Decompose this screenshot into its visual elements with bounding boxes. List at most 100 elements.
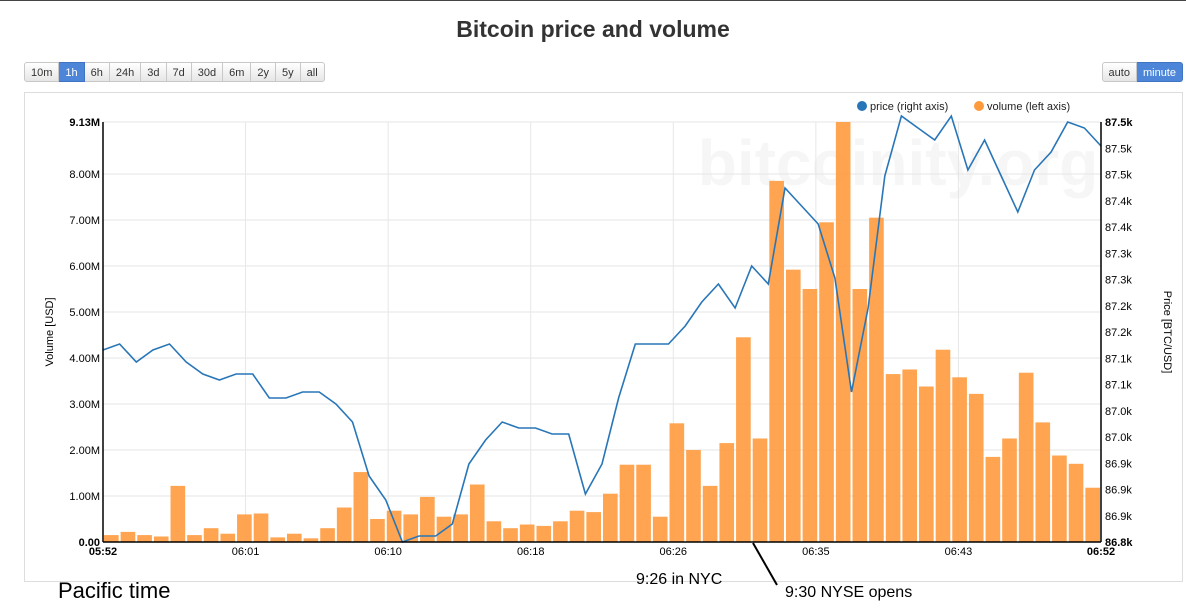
left-tick-label: 4.00M <box>69 353 100 365</box>
volume-bar <box>336 507 352 542</box>
volume-bar <box>536 525 552 542</box>
right-tick-label: 87.5k <box>1105 143 1132 155</box>
volume-bar <box>370 518 385 542</box>
button-1h[interactable]: 1h <box>59 62 85 82</box>
volume-bar <box>553 521 568 542</box>
axes: 0.00 1.00M 2.00M 3.00M 4.00M 5.00M 6.00M 7.00M 8… <box>44 117 1173 558</box>
legend-label[interactable]: price (right axis) <box>870 101 948 113</box>
volume-bar <box>120 531 136 542</box>
volume-bar <box>220 533 236 542</box>
right-tick-label: 86.8k <box>1105 537 1133 549</box>
volume-bar <box>137 535 152 542</box>
volume-bar <box>353 472 369 542</box>
volume-bar <box>586 512 601 542</box>
legend-marker <box>857 101 867 111</box>
volume-bar <box>702 485 718 542</box>
right-tick-label: 87.5k <box>1105 170 1132 182</box>
button-all[interactable]: all <box>300 62 325 82</box>
button-auto[interactable]: auto <box>1101 62 1137 82</box>
left-tick-label: 0.00 <box>79 537 100 549</box>
price-series-line <box>102 114 1102 544</box>
volume-bar <box>686 449 701 542</box>
legend-label[interactable]: volume (left axis) <box>987 101 1070 113</box>
watermark: bitcoinity.org <box>698 127 1099 199</box>
volume-bar <box>569 510 585 542</box>
button-30d[interactable]: 30d <box>191 62 224 82</box>
x-tick-label: 06:01 <box>232 546 260 558</box>
right-tick-label: 86.9k <box>1105 511 1132 523</box>
left-tick-label: 7.00M <box>69 215 100 227</box>
volume-bar <box>386 510 402 542</box>
right-tick-label: 87.2k <box>1105 327 1132 339</box>
button-24h[interactable]: 24h <box>109 62 142 82</box>
volume-bar <box>819 222 834 542</box>
x-tick-label: 06:10 <box>374 546 402 558</box>
volume-bar <box>1068 463 1084 542</box>
volume-bar <box>769 180 784 542</box>
left-tick-label: 9.13M <box>69 117 100 129</box>
volume-bar <box>403 514 419 542</box>
volume-bar <box>1085 487 1100 542</box>
volume-bar <box>603 493 618 542</box>
button-6h[interactable]: 6h <box>84 62 110 82</box>
volume-bar <box>919 386 934 542</box>
button-10m[interactable]: 10m <box>24 62 60 82</box>
left-tick-label: 3.00M <box>69 399 100 411</box>
volume-bar <box>170 485 186 542</box>
x-tick-label: 06:18 <box>517 546 545 558</box>
interval-button-group: auto minute <box>1101 62 1183 82</box>
volume-bars <box>104 122 1100 542</box>
right-tick-label: 86.9k <box>1105 485 1132 497</box>
x-tick-label: 06:35 <box>802 546 830 558</box>
pacific-time-note: Pacific time <box>58 578 171 603</box>
right-tick-label: 87.2k <box>1105 301 1132 313</box>
button-7d[interactable]: 7d <box>166 62 192 82</box>
right-tick-label: 87.1k <box>1105 353 1132 365</box>
volume-bar <box>237 514 252 542</box>
volume-bar <box>270 537 285 542</box>
volume-bar <box>619 464 635 542</box>
right-tick-label: 87.5k <box>1105 117 1133 129</box>
volume-bar <box>153 536 169 542</box>
volume-bar <box>952 377 967 542</box>
button-6m[interactable]: 6m <box>223 62 252 82</box>
annotation-pointer-line <box>752 542 778 586</box>
volume-bar <box>503 528 518 542</box>
right-tick-label: 87.0k <box>1105 432 1132 444</box>
volume-bar <box>719 443 735 542</box>
volume-bar <box>486 521 502 542</box>
button-2y[interactable]: 2y <box>251 62 277 82</box>
right-tick-label: 87.3k <box>1105 275 1132 287</box>
page-title: Bitcoin price and volume <box>456 16 730 42</box>
volume-bar <box>1018 372 1034 542</box>
left-tick-label: 1.00M <box>69 491 100 503</box>
button-minute[interactable]: minute <box>1136 62 1183 82</box>
volume-bar <box>968 393 984 542</box>
right-tick-label: 87.4k <box>1105 222 1132 234</box>
left-tick-label: 5.00M <box>69 307 100 319</box>
volume-bar <box>320 528 335 542</box>
volume-bar <box>203 528 219 542</box>
volume-bar <box>469 484 485 542</box>
volume-bar <box>303 538 319 542</box>
volume-bar <box>187 535 202 542</box>
volume-bar <box>985 456 1001 542</box>
left-tick-label: 2.00M <box>69 445 100 457</box>
volume-bar <box>852 288 868 542</box>
left-tick-label: 8.00M <box>69 169 100 181</box>
left-tick-label: 6.00M <box>69 261 100 273</box>
x-tick-label: 05:52 <box>89 546 117 558</box>
nyse-open-note: 9:30 NYSE opens <box>785 584 913 601</box>
time-range-button-group: 10m 1h 6h 24h 3d 7d 30d 6m 2y 5y all <box>24 62 325 82</box>
right-tick-label: 87.3k <box>1105 248 1132 260</box>
legend-marker <box>974 101 984 111</box>
volume-bar <box>902 369 918 542</box>
volume-bar <box>802 288 818 542</box>
button-5y[interactable]: 5y <box>276 62 301 82</box>
x-tick-label: 06:43 <box>945 546 973 558</box>
volume-bar <box>253 513 269 542</box>
right-tick-label: 87.4k <box>1105 196 1132 208</box>
volume-bar <box>286 533 302 542</box>
button-3d[interactable]: 3d <box>141 62 167 82</box>
